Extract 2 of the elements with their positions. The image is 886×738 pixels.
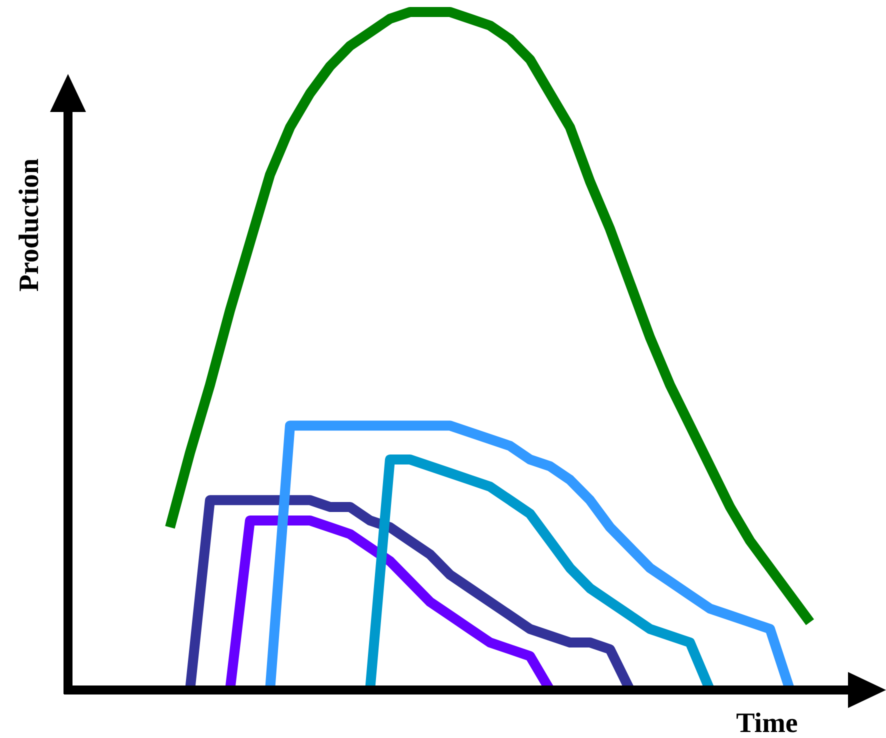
x-axis-title: Time [736, 708, 798, 738]
y-axis-title: Production [14, 158, 45, 292]
